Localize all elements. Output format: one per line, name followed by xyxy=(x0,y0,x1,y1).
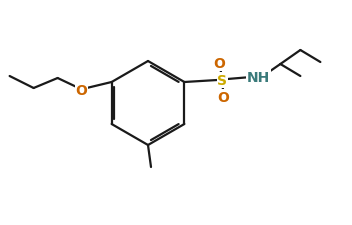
Text: NH: NH xyxy=(247,71,270,85)
Text: O: O xyxy=(218,91,229,105)
Text: O: O xyxy=(213,57,225,71)
Text: S: S xyxy=(218,74,227,88)
Text: O: O xyxy=(76,84,88,98)
